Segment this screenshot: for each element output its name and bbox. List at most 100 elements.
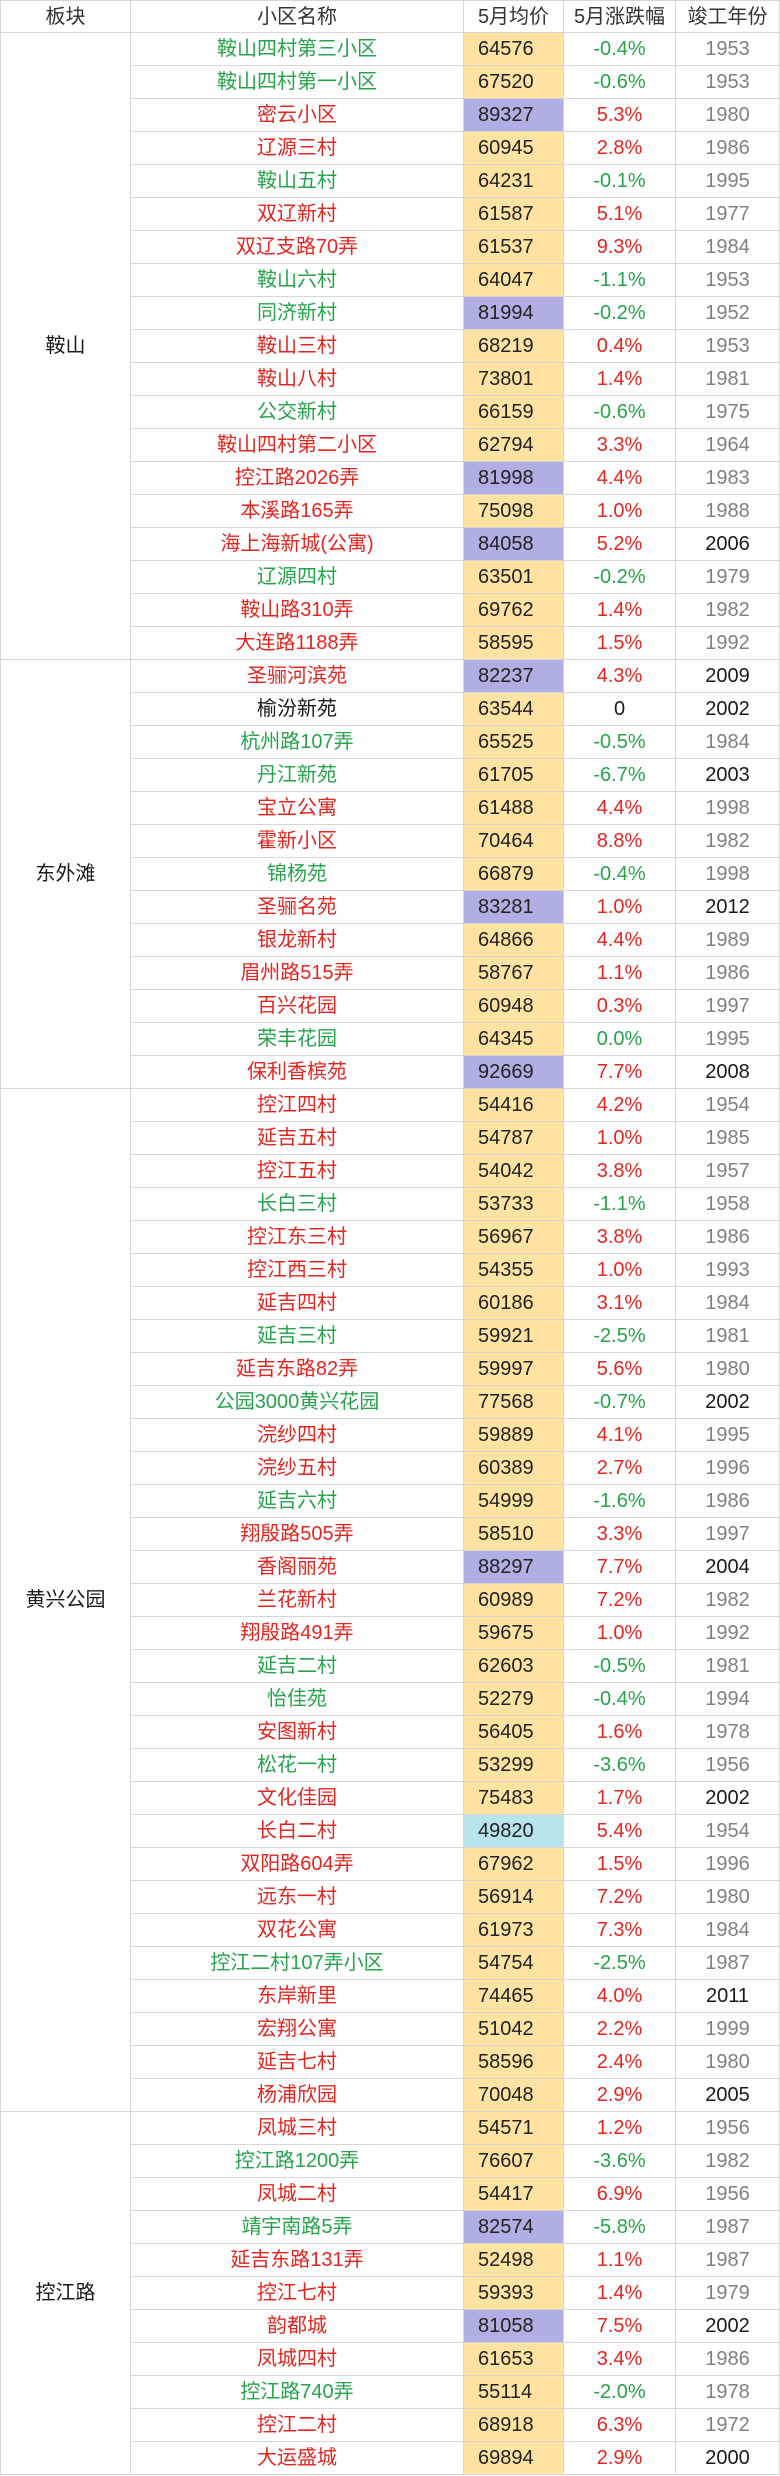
avg-price: 59675 bbox=[464, 1617, 564, 1650]
completion-year: 1979 bbox=[676, 561, 780, 594]
price-change: -0.4% bbox=[564, 33, 676, 66]
community-name: 控江路740弄 bbox=[131, 2376, 464, 2409]
avg-price: 64866 bbox=[464, 924, 564, 957]
price-change: 8.8% bbox=[564, 825, 676, 858]
price-change: -0.7% bbox=[564, 1386, 676, 1419]
completion-year: 2006 bbox=[676, 528, 780, 561]
community-name: 凤城三村 bbox=[131, 2112, 464, 2145]
district-cell: 黄兴公园 bbox=[0, 1089, 131, 2112]
price-change: -0.1% bbox=[564, 165, 676, 198]
community-name: 延吉东路82弄 bbox=[131, 1353, 464, 1386]
community-name: 鞍山路310弄 bbox=[131, 594, 464, 627]
avg-price: 54999 bbox=[464, 1485, 564, 1518]
price-change: 1.5% bbox=[564, 1848, 676, 1881]
community-name: 双辽新村 bbox=[131, 198, 464, 231]
avg-price: 77568 bbox=[464, 1386, 564, 1419]
completion-year: 1977 bbox=[676, 198, 780, 231]
avg-price: 75483 bbox=[464, 1782, 564, 1815]
price-change: 9.3% bbox=[564, 231, 676, 264]
avg-price: 53733 bbox=[464, 1188, 564, 1221]
completion-year: 1980 bbox=[676, 1353, 780, 1386]
price-change: -0.4% bbox=[564, 858, 676, 891]
completion-year: 1998 bbox=[676, 858, 780, 891]
avg-price: 74465 bbox=[464, 1980, 564, 2013]
completion-year: 1997 bbox=[676, 990, 780, 1023]
community-name: 控江西三村 bbox=[131, 1254, 464, 1287]
avg-price: 61973 bbox=[464, 1914, 564, 1947]
avg-price: 88297 bbox=[464, 1551, 564, 1584]
price-change: 1.1% bbox=[564, 2244, 676, 2277]
community-name: 控江四村 bbox=[131, 1089, 464, 1122]
avg-price: 75098 bbox=[464, 495, 564, 528]
avg-price: 53299 bbox=[464, 1749, 564, 1782]
completion-year: 1996 bbox=[676, 1848, 780, 1881]
completion-year: 1987 bbox=[676, 2244, 780, 2277]
avg-price: 58595 bbox=[464, 627, 564, 660]
community-name: 鞍山八村 bbox=[131, 363, 464, 396]
completion-year: 2008 bbox=[676, 1056, 780, 1089]
header-completion-year: 竣工年份 bbox=[676, 0, 780, 33]
completion-year: 2009 bbox=[676, 660, 780, 693]
completion-year: 1953 bbox=[676, 264, 780, 297]
avg-price: 66159 bbox=[464, 396, 564, 429]
price-change: 4.0% bbox=[564, 1980, 676, 2013]
completion-year: 1998 bbox=[676, 792, 780, 825]
avg-price: 61488 bbox=[464, 792, 564, 825]
community-name: 翔殷路505弄 bbox=[131, 1518, 464, 1551]
district-cell: 东外滩 bbox=[0, 660, 131, 1089]
community-name: 同济新村 bbox=[131, 297, 464, 330]
price-change: 7.2% bbox=[564, 1881, 676, 1914]
completion-year: 1987 bbox=[676, 1947, 780, 1980]
avg-price: 60989 bbox=[464, 1584, 564, 1617]
avg-price: 69762 bbox=[464, 594, 564, 627]
community-name: 凤城四村 bbox=[131, 2343, 464, 2376]
community-name: 锦杨苑 bbox=[131, 858, 464, 891]
avg-price: 59997 bbox=[464, 1353, 564, 1386]
community-name: 眉州路515弄 bbox=[131, 957, 464, 990]
avg-price: 81058 bbox=[464, 2310, 564, 2343]
avg-price: 63544 bbox=[464, 693, 564, 726]
community-name: 控江二村107弄小区 bbox=[131, 1947, 464, 1980]
price-change: -0.6% bbox=[564, 66, 676, 99]
avg-price: 64576 bbox=[464, 33, 564, 66]
community-name: 鞍山四村第一小区 bbox=[131, 66, 464, 99]
price-change: 3.3% bbox=[564, 1518, 676, 1551]
price-change: 1.4% bbox=[564, 2277, 676, 2310]
avg-price: 56967 bbox=[464, 1221, 564, 1254]
price-change: 7.5% bbox=[564, 2310, 676, 2343]
price-change: 4.4% bbox=[564, 462, 676, 495]
community-name: 宏翔公寓 bbox=[131, 2013, 464, 2046]
completion-year: 1980 bbox=[676, 1881, 780, 1914]
community-name: 安图新村 bbox=[131, 1716, 464, 1749]
avg-price: 59393 bbox=[464, 2277, 564, 2310]
avg-price: 54355 bbox=[464, 1254, 564, 1287]
completion-year: 1988 bbox=[676, 495, 780, 528]
price-change: 5.2% bbox=[564, 528, 676, 561]
community-name: 韵都城 bbox=[131, 2310, 464, 2343]
avg-price: 68918 bbox=[464, 2409, 564, 2442]
community-name: 控江东三村 bbox=[131, 1221, 464, 1254]
completion-year: 1956 bbox=[676, 2178, 780, 2211]
price-change: 2.9% bbox=[564, 2079, 676, 2112]
price-change: -2.5% bbox=[564, 1947, 676, 1980]
community-name: 浣纱五村 bbox=[131, 1452, 464, 1485]
price-change: 2.7% bbox=[564, 1452, 676, 1485]
price-change: 1.0% bbox=[564, 891, 676, 924]
community-name: 长白三村 bbox=[131, 1188, 464, 1221]
price-change: -1.1% bbox=[564, 1188, 676, 1221]
completion-year: 1982 bbox=[676, 825, 780, 858]
completion-year: 1992 bbox=[676, 1617, 780, 1650]
community-name: 延吉三村 bbox=[131, 1320, 464, 1353]
avg-price: 81998 bbox=[464, 462, 564, 495]
completion-year: 1984 bbox=[676, 1287, 780, 1320]
avg-price: 60948 bbox=[464, 990, 564, 1023]
community-name: 丹江新苑 bbox=[131, 759, 464, 792]
price-change: 3.8% bbox=[564, 1155, 676, 1188]
community-name: 海上海新城(公寓) bbox=[131, 528, 464, 561]
avg-price: 58510 bbox=[464, 1518, 564, 1551]
header-price-change: 5月涨跌幅 bbox=[564, 0, 676, 33]
completion-year: 2003 bbox=[676, 759, 780, 792]
community-name: 怡佳苑 bbox=[131, 1683, 464, 1716]
avg-price: 62794 bbox=[464, 429, 564, 462]
completion-year: 1986 bbox=[676, 132, 780, 165]
